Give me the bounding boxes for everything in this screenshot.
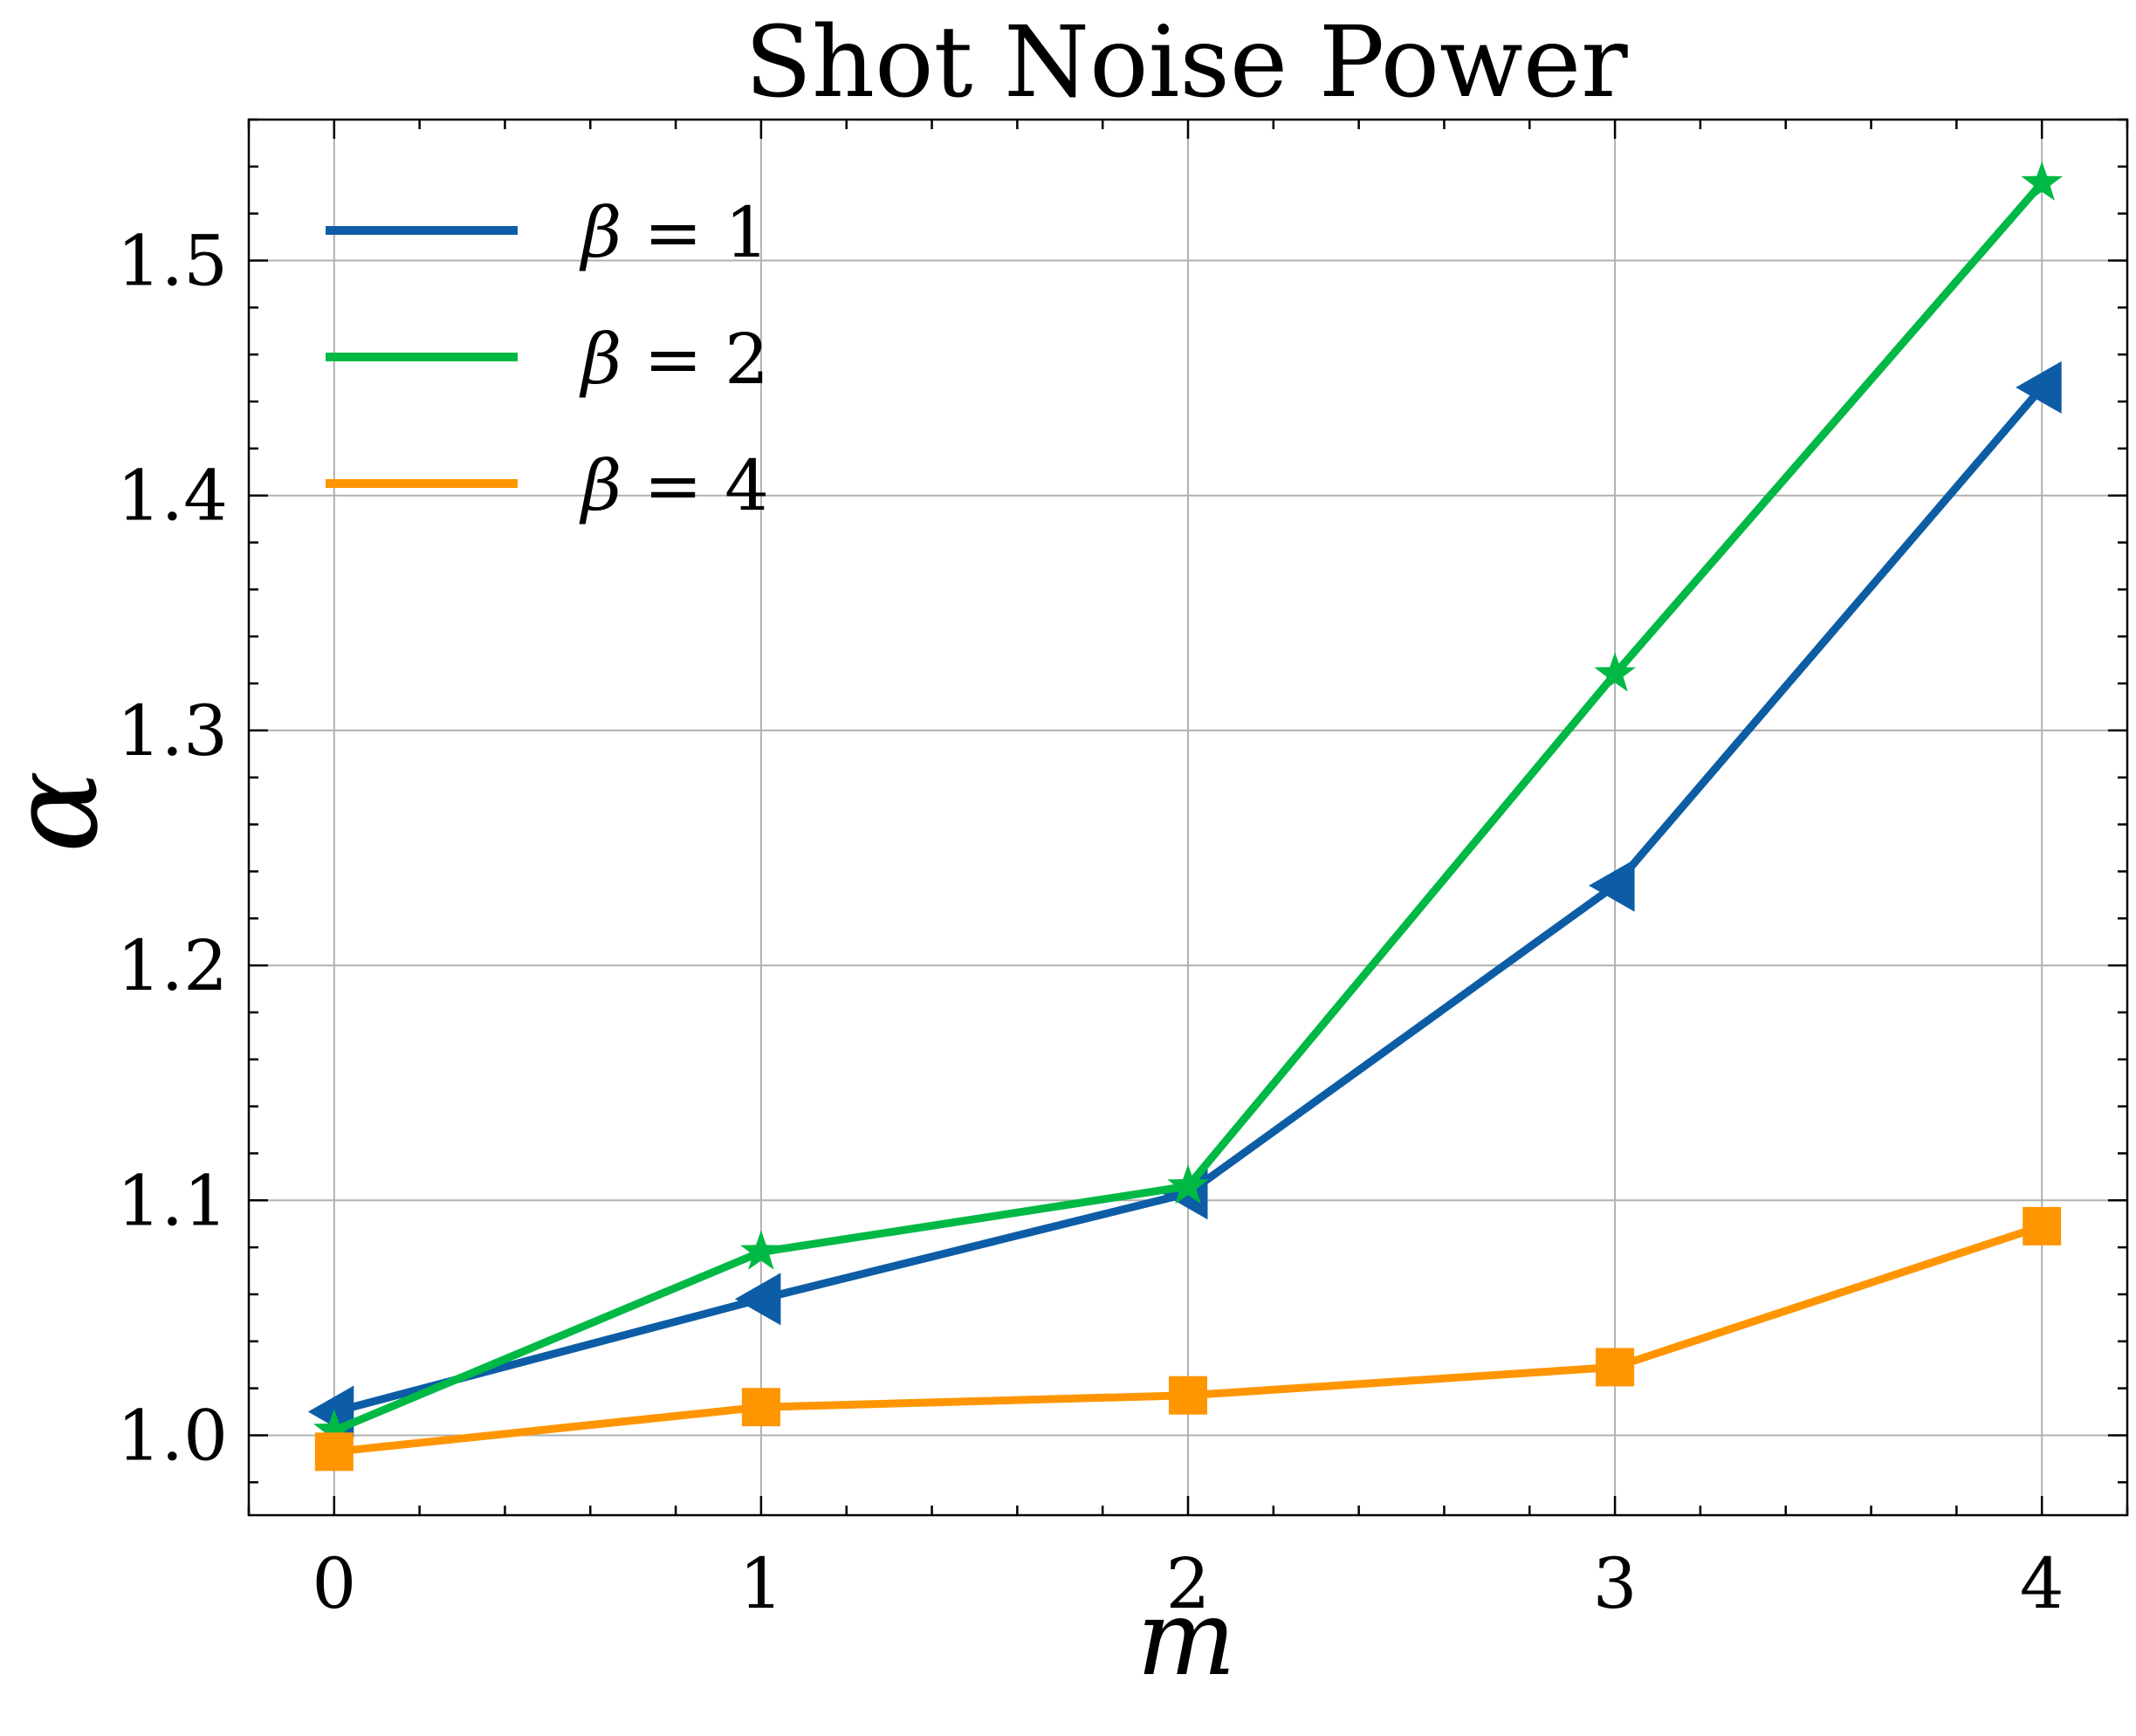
legend: β = 1β = 2β = 4	[326, 192, 769, 526]
series-1-point-4	[2016, 360, 2062, 414]
series-3	[314, 1206, 2062, 1472]
series-2-point-3	[1594, 652, 1636, 692]
x-axis-label: m	[1137, 1578, 1236, 1699]
y-axis-label: α	[0, 771, 126, 854]
series-1-point-1	[734, 1273, 781, 1326]
x-tick-label-3: 3	[1593, 1543, 1638, 1624]
series-3-point-2	[1169, 1376, 1207, 1415]
x-tick-label-2: 2	[1166, 1543, 1211, 1624]
series-2-point-4	[2021, 161, 2063, 201]
legend-entry-1: β = 1	[326, 192, 769, 273]
series-3-point-3	[1596, 1348, 1635, 1387]
grid	[249, 120, 2127, 1515]
series-2-point-0	[313, 1409, 355, 1449]
y-tick-label-4: 1.4	[117, 456, 228, 537]
series-layer	[307, 161, 2063, 1472]
y-tick-label-2: 1.2	[117, 925, 228, 1006]
legend-entry-3: β = 4	[326, 445, 769, 526]
y-tick-label-3: 1.3	[117, 690, 228, 772]
legend-label-1: β = 1	[579, 192, 769, 273]
x-tick-label-4: 4	[2020, 1543, 2064, 1624]
series-3-point-0	[314, 1432, 354, 1472]
legend-beta-symbol: β	[579, 319, 622, 400]
series-2-point-1	[740, 1230, 782, 1270]
x-tick-label-0: 0	[312, 1543, 356, 1624]
y-tick-label-1: 1.1	[117, 1160, 228, 1241]
x-tick-label-1: 1	[738, 1543, 783, 1624]
series-3-point-4	[2023, 1206, 2062, 1245]
legend-beta-symbol: β	[579, 192, 622, 273]
legend-entry-2: β = 2	[326, 319, 769, 400]
legend-beta-value: = 1	[622, 192, 769, 273]
series-3-point-1	[741, 1388, 780, 1427]
y-tick-label-0: 1.0	[117, 1395, 228, 1476]
axes: 0 1 2 3 4 1.0 1.1 1.2 1.3 1.4 1.5	[117, 118, 2129, 1624]
chart-title: Shot Noise Power	[745, 6, 1628, 120]
series-2	[313, 161, 2063, 1449]
legend-label-3: β = 4	[579, 445, 769, 526]
y-tick-label-5: 1.5	[117, 221, 228, 302]
legend-label-2: β = 2	[579, 319, 769, 400]
series-1	[307, 360, 2062, 1438]
legend-beta-symbol: β	[579, 445, 622, 526]
series-2-point-2	[1167, 1164, 1209, 1204]
legend-beta-value: = 4	[622, 445, 769, 526]
series-1-point-3	[1589, 859, 1635, 912]
legend-beta-value: = 2	[622, 319, 769, 400]
